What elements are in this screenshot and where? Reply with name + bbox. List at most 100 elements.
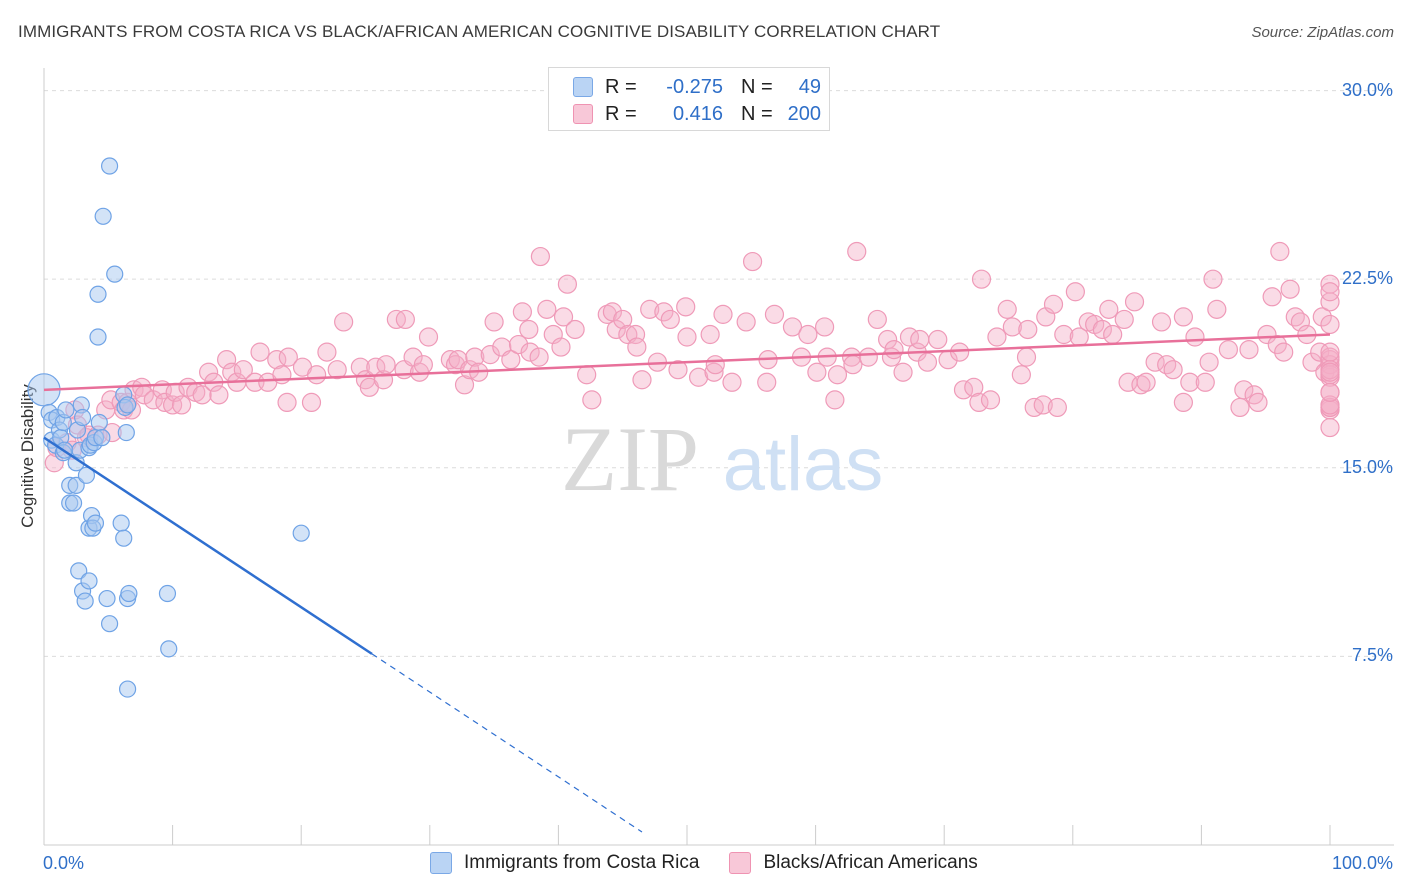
legend-swatch-black bbox=[729, 852, 752, 874]
data-point-black bbox=[508, 334, 529, 355]
data-point-costa-rica bbox=[77, 466, 96, 484]
data-point-black bbox=[917, 352, 938, 372]
data-point-black bbox=[1157, 355, 1177, 375]
data-point-black bbox=[676, 297, 696, 317]
x-tick-label-max: 100.0% bbox=[1331, 853, 1393, 873]
data-point-black bbox=[736, 312, 756, 332]
data-point-black bbox=[317, 342, 337, 362]
data-point-costa-rica bbox=[118, 396, 137, 414]
data-point-black bbox=[1310, 342, 1330, 362]
data-point-black bbox=[987, 327, 1007, 347]
data-point-black bbox=[867, 309, 887, 330]
data-point-black bbox=[980, 390, 1001, 410]
data-point-black bbox=[660, 309, 680, 330]
data-point-black bbox=[1320, 362, 1340, 382]
data-point-black bbox=[713, 304, 733, 324]
data-point-black bbox=[1203, 269, 1223, 289]
data-point-black bbox=[537, 299, 557, 319]
data-point-costa-rica bbox=[80, 572, 98, 590]
data-point-black bbox=[1320, 274, 1340, 294]
data-point-black bbox=[1280, 279, 1300, 299]
data-point-black bbox=[757, 372, 777, 392]
data-point-black bbox=[132, 377, 152, 397]
data-point-black bbox=[798, 324, 818, 345]
data-point-costa-rica bbox=[57, 401, 75, 419]
data-point-black bbox=[1234, 380, 1254, 400]
data-point-black bbox=[582, 390, 602, 410]
data-point-black bbox=[1239, 339, 1259, 360]
data-point-costa-rica bbox=[106, 265, 124, 283]
data-point-black bbox=[301, 392, 322, 413]
data-point-black bbox=[597, 304, 617, 324]
data-point-black bbox=[1185, 327, 1205, 347]
data-point-costa-rica bbox=[67, 476, 85, 494]
data-point-costa-rica bbox=[115, 529, 133, 547]
data-point-black bbox=[964, 377, 984, 397]
data-point-costa-rica bbox=[93, 429, 111, 447]
legend-label-costa-rica: Immigrants from Costa Rica bbox=[464, 852, 700, 873]
data-point-black bbox=[1207, 299, 1227, 319]
y-tick-label: 15.0% bbox=[1341, 456, 1393, 477]
data-point-black bbox=[413, 355, 433, 375]
series-immigrants-costa-rica bbox=[27, 157, 310, 698]
data-point-costa-rica bbox=[100, 615, 119, 633]
data-point-black bbox=[1151, 312, 1172, 332]
data-point-black bbox=[1173, 307, 1193, 327]
data-point-black bbox=[1136, 372, 1156, 392]
data-point-black bbox=[825, 390, 845, 410]
data-point-costa-rica bbox=[117, 423, 135, 442]
data-point-black bbox=[1124, 292, 1145, 312]
data-point-black bbox=[1312, 307, 1332, 327]
data-point-black bbox=[705, 355, 725, 375]
x-tick-label-min: 0.0% bbox=[43, 853, 85, 873]
data-point-black bbox=[1114, 309, 1134, 330]
data-point-black bbox=[969, 392, 989, 413]
data-point-black bbox=[1218, 339, 1239, 360]
data-point-black bbox=[1195, 372, 1215, 392]
data-point-black bbox=[551, 337, 571, 357]
data-point-black bbox=[1043, 294, 1064, 314]
data-point-black bbox=[334, 312, 354, 332]
trend-line-costa-rica bbox=[43, 436, 373, 655]
legend-item-costa-rica: Immigrants from Costa Rica bbox=[430, 852, 699, 874]
data-point-black bbox=[1248, 392, 1268, 413]
data-point-costa-rica bbox=[158, 584, 177, 603]
data-point-black bbox=[1230, 397, 1250, 418]
data-point-black bbox=[307, 365, 327, 385]
data-point-black bbox=[858, 347, 878, 367]
data-point-black bbox=[606, 319, 626, 340]
data-point-costa-rica bbox=[100, 157, 119, 175]
data-point-costa-rica bbox=[160, 640, 178, 658]
data-point-black bbox=[1018, 319, 1038, 340]
data-point-black bbox=[553, 307, 574, 327]
data-point-black bbox=[632, 370, 652, 390]
data-point-black bbox=[1131, 375, 1151, 395]
data-point-black bbox=[577, 365, 597, 385]
data-point-black bbox=[1092, 319, 1112, 340]
data-point-black bbox=[1274, 342, 1294, 362]
data-point-black bbox=[530, 246, 550, 267]
data-point-black bbox=[277, 392, 297, 413]
data-point-black bbox=[782, 317, 803, 337]
data-point-costa-rica bbox=[118, 680, 137, 698]
data-point-costa-rica bbox=[70, 562, 88, 580]
legend-r-label: R = bbox=[605, 75, 637, 98]
data-point-black bbox=[1320, 282, 1340, 302]
data-point-black bbox=[742, 251, 763, 272]
data-point-black bbox=[688, 367, 709, 387]
data-point-black bbox=[519, 319, 539, 340]
data-point-black bbox=[465, 347, 485, 367]
data-point-costa-rica bbox=[120, 584, 138, 603]
data-point-black bbox=[327, 360, 347, 380]
data-point-black bbox=[155, 392, 175, 413]
data-point-black bbox=[1145, 352, 1165, 372]
data-point-black bbox=[807, 362, 827, 382]
data-point-black bbox=[893, 362, 913, 382]
data-point-black bbox=[1320, 314, 1340, 335]
data-point-black bbox=[454, 375, 475, 395]
data-point-black bbox=[1257, 324, 1277, 345]
correlation-legend: R = -0.275 N = 49 R = 0.416 N = 200 bbox=[548, 67, 830, 131]
legend-row-black: R = 0.416 N = 200 bbox=[573, 101, 821, 127]
legend-n-label: N = bbox=[741, 102, 773, 125]
